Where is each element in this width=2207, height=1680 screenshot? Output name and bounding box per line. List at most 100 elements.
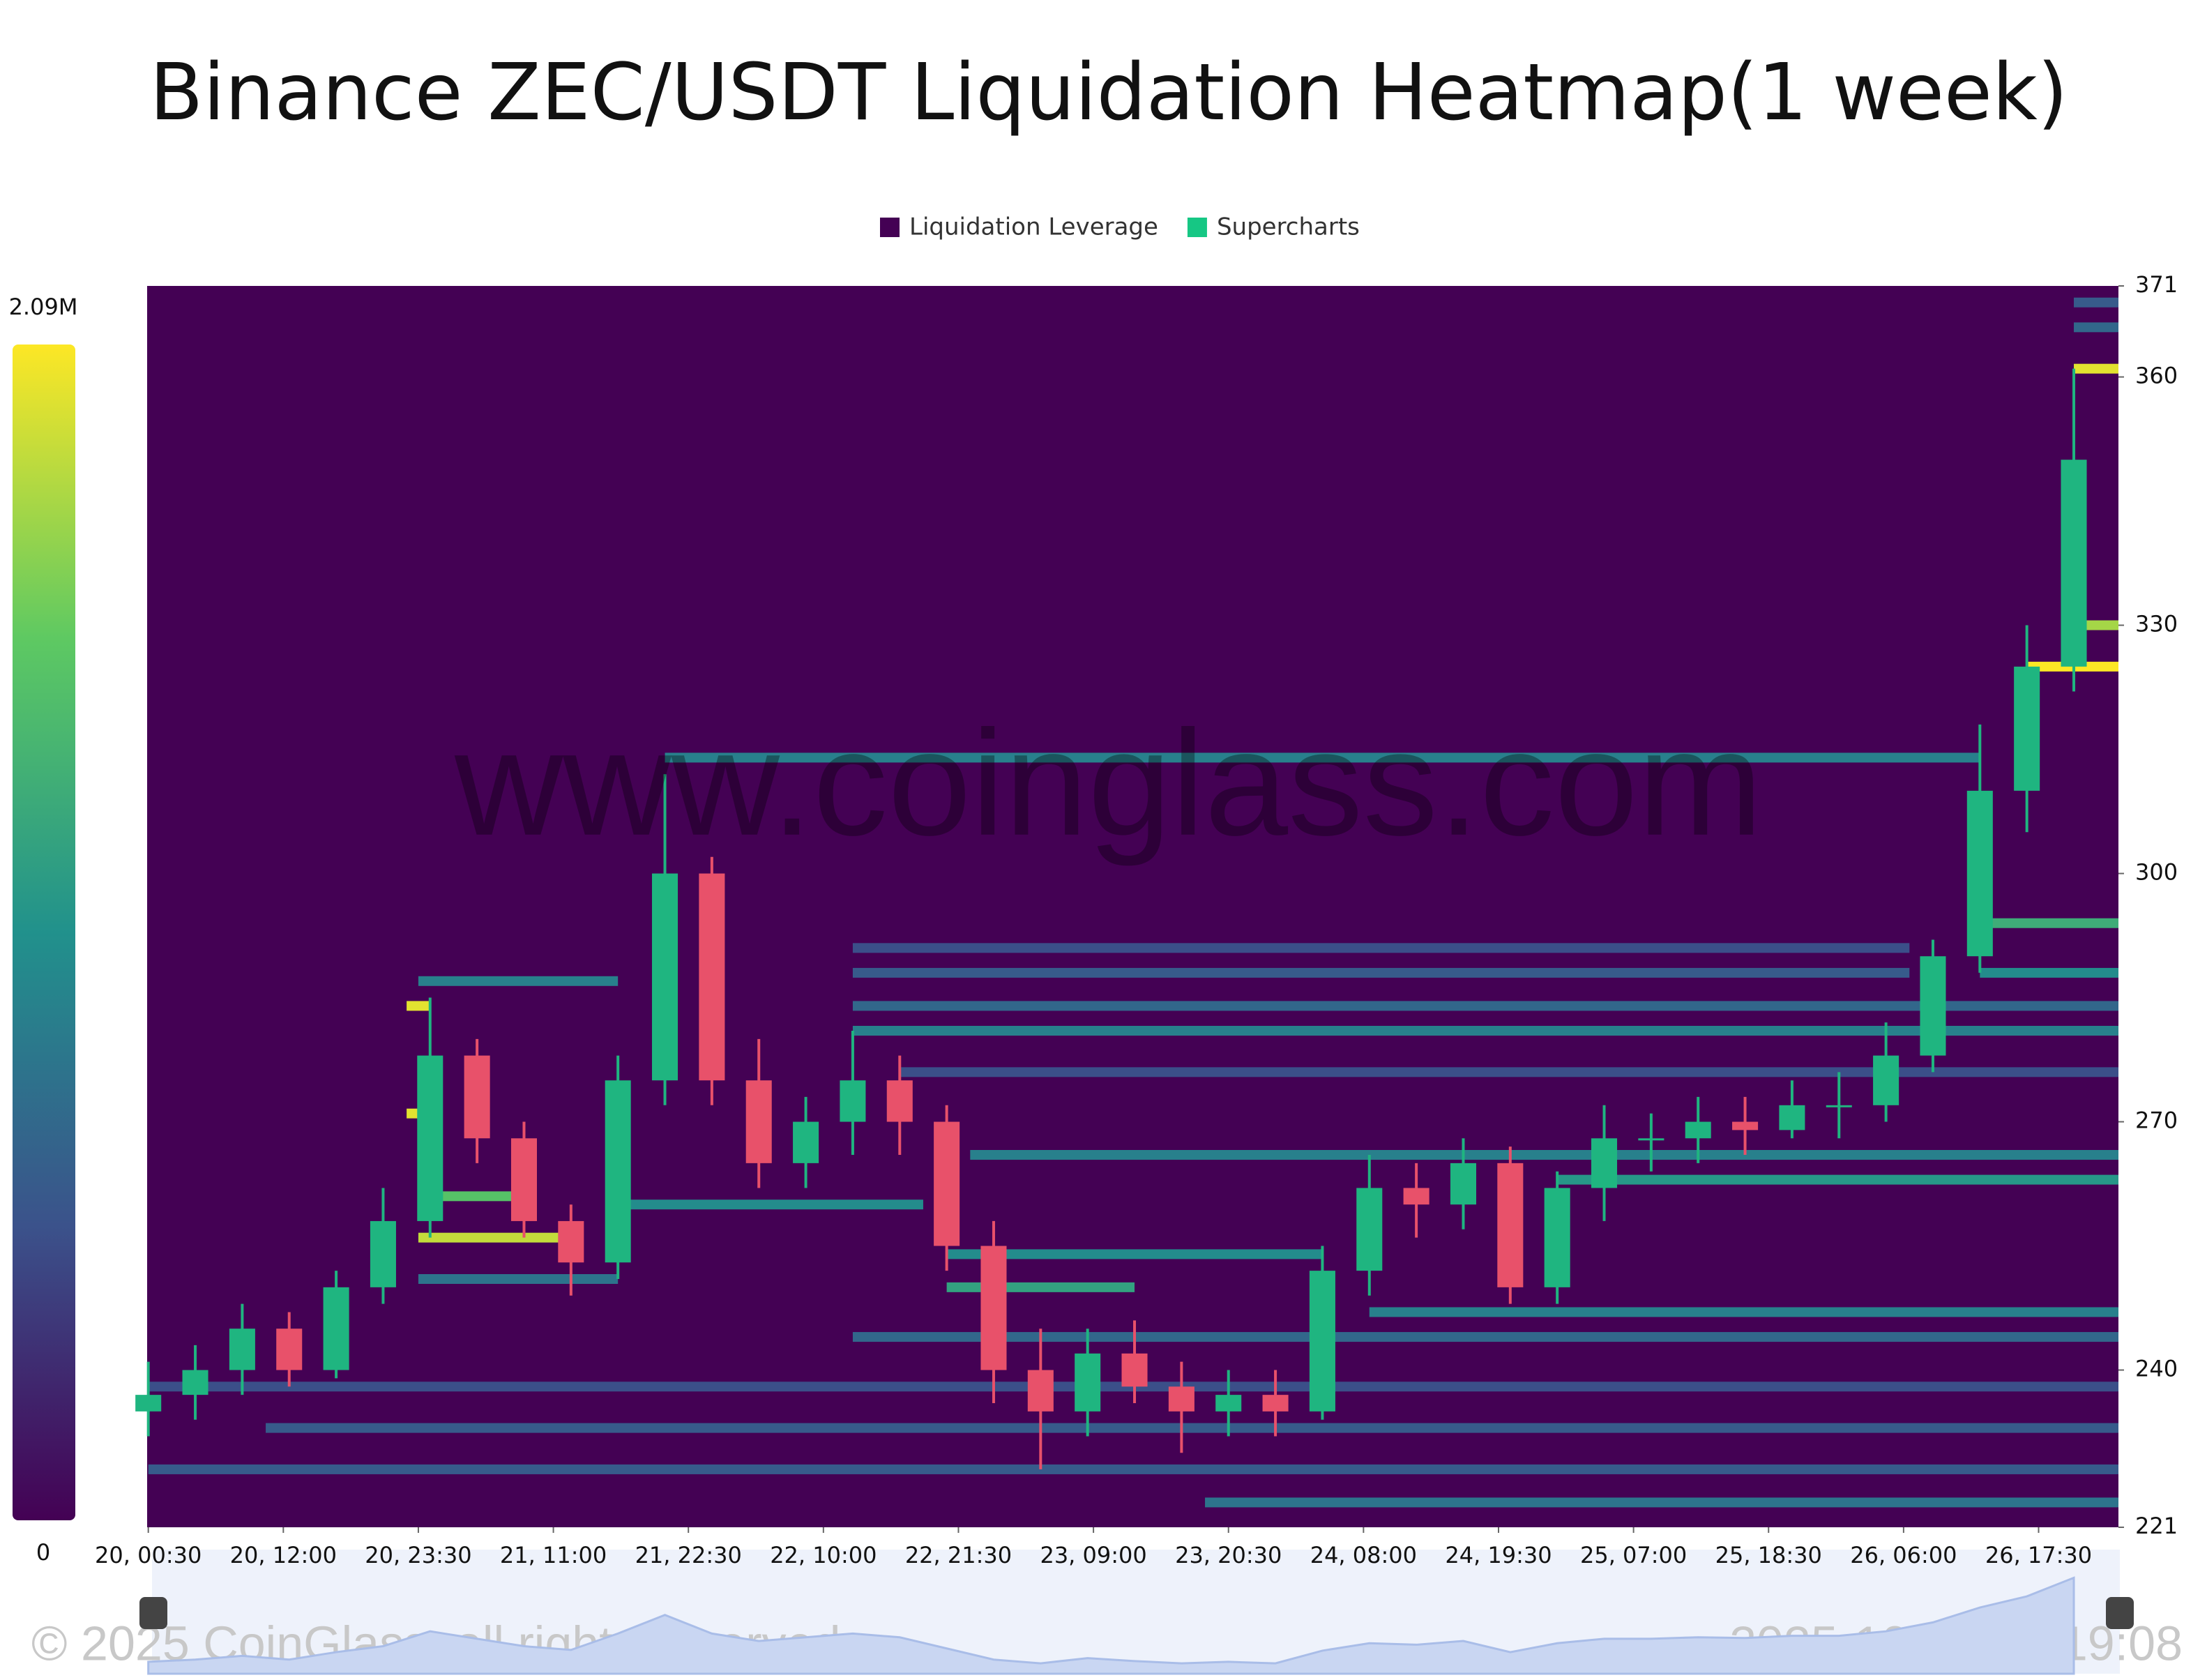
x-tick-label: 20, 23:30 [365, 1542, 471, 1568]
chart-title: Binance ZEC/USDT Liquidation Heatmap(1 w… [150, 47, 2068, 138]
y-tick-label: 300 [2135, 859, 2178, 886]
candle-body [1591, 1138, 1618, 1188]
liquidation-level [1980, 918, 2118, 928]
candle-body [605, 1080, 631, 1263]
liquidation-level [418, 1191, 536, 1202]
liquidation-level [1369, 1307, 2118, 1317]
candle-body [1121, 1353, 1148, 1387]
liquidation-level [1557, 1174, 2118, 1185]
x-tick-label: 20, 12:00 [230, 1542, 337, 1568]
candle-body [1638, 1138, 1664, 1141]
candle-body [840, 1080, 866, 1122]
liquidation-level [946, 1282, 1135, 1292]
candle-body [417, 1055, 443, 1221]
x-tick-label: 22, 21:30 [905, 1542, 1012, 1568]
colorbar-label: 0 [36, 1539, 50, 1566]
x-tick-label: 24, 08:00 [1310, 1542, 1417, 1568]
navigator-handle[interactable] [139, 1597, 167, 1629]
liquidation-level [970, 1150, 2118, 1160]
liquidation-level [852, 1332, 2118, 1342]
y-tick-label: 360 [2135, 363, 2178, 389]
liquidation-level [407, 1001, 430, 1011]
y-tick-label: 371 [2135, 271, 2178, 298]
candle-body [182, 1370, 208, 1395]
navigator-handle[interactable] [2106, 1597, 2134, 1629]
candle-body [229, 1329, 255, 1370]
candle-body [1685, 1121, 1711, 1139]
candle-body [2014, 666, 2040, 791]
candle-body [1779, 1105, 1805, 1130]
liquidation-level [852, 1026, 2118, 1036]
liquidation-level [418, 976, 619, 986]
liquidation-level [418, 1274, 619, 1284]
liquidation-level [1980, 967, 2118, 978]
x-tick-label: 23, 20:30 [1175, 1542, 1282, 1568]
y-tick-label: 240 [2135, 1356, 2178, 1382]
candle-body [135, 1395, 162, 1412]
candle-body [652, 873, 678, 1081]
x-tick-label: 24, 19:30 [1445, 1542, 1552, 1568]
candle-body [1262, 1395, 1289, 1412]
colorbar-label: 2.09M [9, 294, 78, 320]
x-tick-label: 20, 00:30 [95, 1542, 202, 1568]
liquidation-level [852, 943, 1910, 953]
liquidation-level [852, 1001, 2118, 1011]
candle-body [370, 1220, 396, 1287]
candle-body [1920, 956, 1946, 1056]
candle-body [1168, 1386, 1194, 1412]
candle-body [464, 1055, 490, 1139]
x-tick-label: 26, 17:30 [1985, 1542, 2092, 1568]
x-tick-label: 23, 09:00 [1040, 1542, 1146, 1568]
y-tick-label: 221 [2135, 1513, 2178, 1539]
heatmap-background [147, 286, 2118, 1527]
candle-body [793, 1121, 819, 1163]
y-tick-label: 270 [2135, 1107, 2178, 1134]
candle-body [886, 1080, 913, 1122]
candle-body [1732, 1121, 1759, 1130]
candle-body [510, 1138, 538, 1221]
liquidation-level [2074, 363, 2118, 374]
x-tick-label: 21, 11:00 [500, 1542, 607, 1568]
candle-body [1403, 1188, 1429, 1205]
candle-body [323, 1287, 349, 1370]
legend-label: Liquidation Leverage [909, 213, 1158, 241]
watermark: www.coinglass.com [454, 699, 1763, 867]
legend-swatch [880, 218, 900, 237]
x-tick-label: 26, 06:00 [1850, 1542, 1957, 1568]
liquidation-level [418, 1232, 559, 1243]
liquidation-level [946, 1249, 1323, 1259]
liquidation-level [900, 1067, 2118, 1077]
x-tick-label: 25, 07:00 [1580, 1542, 1687, 1568]
liquidation-level [665, 752, 1980, 763]
navigator-area [147, 1576, 2075, 1675]
x-tick-label: 21, 22:30 [635, 1542, 742, 1568]
candle-body [699, 873, 725, 1081]
y-tick-label: 330 [2135, 611, 2178, 637]
liquidation-level [1205, 1497, 2118, 1508]
candle-body [1309, 1271, 1335, 1412]
candle-body [980, 1246, 1007, 1370]
candle-body [1027, 1370, 1054, 1412]
liquidation-level [618, 1200, 923, 1210]
candle-body [1544, 1188, 1570, 1287]
candle-body [558, 1220, 584, 1263]
candle-body [1356, 1188, 1383, 1271]
legend-label: Supercharts [1217, 213, 1360, 241]
candle-body [1826, 1105, 1852, 1107]
candle-body [1966, 790, 1993, 957]
candle-body [1215, 1395, 1242, 1412]
candle-body [2061, 460, 2087, 667]
candle-body [934, 1121, 960, 1246]
candle-body [745, 1080, 772, 1163]
colorbar [13, 345, 75, 1520]
liquidation-level [2074, 322, 2118, 333]
candle-body [1497, 1163, 1524, 1287]
liquidation-level [852, 967, 1910, 978]
x-tick-label: 25, 18:30 [1715, 1542, 1822, 1568]
candle-body [1873, 1055, 1899, 1105]
candle-body [1450, 1163, 1476, 1205]
liquidation-level [266, 1423, 2118, 1433]
liquidation-level [148, 1464, 2118, 1474]
candle-body [276, 1329, 303, 1370]
